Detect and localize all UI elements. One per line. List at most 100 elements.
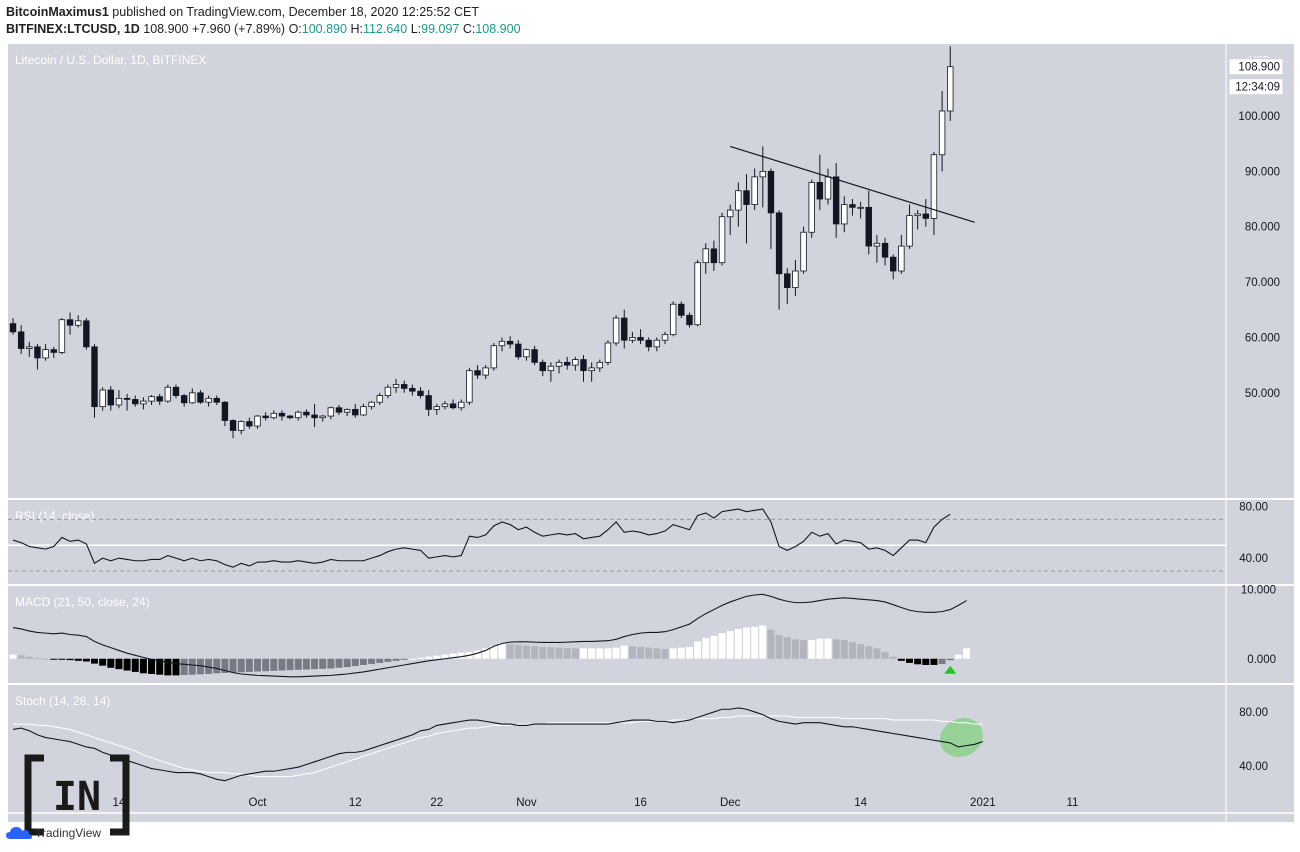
- candle-body[interactable]: [735, 190, 742, 211]
- candle-body[interactable]: [229, 420, 237, 431]
- candle-body[interactable]: [286, 415, 294, 419]
- candle-body[interactable]: [930, 154, 938, 219]
- candle-body[interactable]: [270, 412, 277, 419]
- candle-body[interactable]: [400, 384, 408, 389]
- candle-body[interactable]: [759, 170, 766, 178]
- candle-body[interactable]: [91, 346, 98, 408]
- candle-body[interactable]: [800, 231, 807, 272]
- candle-body[interactable]: [58, 319, 66, 353]
- candle-body[interactable]: [384, 386, 392, 396]
- candle-body[interactable]: [808, 182, 815, 233]
- candle-body[interactable]: [604, 342, 612, 363]
- candle-body[interactable]: [588, 367, 595, 372]
- candle-body[interactable]: [596, 361, 603, 369]
- candle-body[interactable]: [205, 397, 212, 403]
- candle-body[interactable]: [132, 399, 139, 405]
- candle-body[interactable]: [246, 421, 253, 427]
- candle-body[interactable]: [539, 361, 546, 372]
- candle-body[interactable]: [311, 414, 318, 419]
- candle-body[interactable]: [83, 320, 90, 348]
- candle-body[interactable]: [564, 361, 571, 366]
- candle-body[interactable]: [360, 406, 367, 416]
- candle-body[interactable]: [474, 370, 481, 376]
- author-name[interactable]: BitcoinMaximus1: [6, 5, 109, 19]
- candle-body[interactable]: [319, 415, 326, 419]
- candle-body[interactable]: [661, 334, 669, 341]
- candle-body[interactable]: [417, 390, 424, 396]
- candle-body[interactable]: [751, 176, 758, 205]
- candle-body[interactable]: [572, 359, 579, 366]
- candle-body[interactable]: [792, 270, 799, 289]
- candle-body[interactable]: [824, 176, 832, 200]
- candle-body[interactable]: [947, 66, 954, 112]
- descending-trendline[interactable]: [730, 145, 975, 223]
- candle-body[interactable]: [409, 387, 416, 392]
- candle-body[interactable]: [506, 340, 514, 345]
- candle-body[interactable]: [107, 389, 114, 406]
- candle-body[interactable]: [352, 409, 359, 416]
- candle-body[interactable]: [873, 242, 881, 247]
- candle-body[interactable]: [335, 407, 343, 413]
- candle-body[interactable]: [327, 407, 335, 417]
- candle-body[interactable]: [629, 337, 636, 341]
- candle-body[interactable]: [148, 396, 155, 402]
- candle-body[interactable]: [775, 212, 783, 275]
- candle-body[interactable]: [213, 397, 220, 403]
- rsi-line[interactable]: [12, 508, 951, 568]
- candle-body[interactable]: [515, 343, 522, 358]
- candle-body[interactable]: [865, 206, 872, 247]
- candle-body[interactable]: [392, 384, 400, 388]
- candle-body[interactable]: [881, 242, 889, 258]
- candle-body[interactable]: [637, 337, 644, 341]
- candle-body[interactable]: [669, 303, 677, 336]
- candle-body[interactable]: [898, 245, 905, 272]
- candle-body[interactable]: [376, 395, 383, 403]
- candle-body[interactable]: [262, 415, 269, 419]
- candle-body[interactable]: [890, 256, 897, 272]
- candle-body[interactable]: [906, 215, 913, 247]
- stoch-d-line[interactable]: [13, 715, 983, 778]
- candle-body[interactable]: [17, 331, 25, 349]
- candle-body[interactable]: [612, 317, 620, 344]
- candle-body[interactable]: [278, 412, 286, 417]
- candle-body[interactable]: [767, 170, 775, 214]
- candle-body[interactable]: [197, 392, 204, 403]
- candle-body[interactable]: [172, 386, 180, 396]
- candle-body[interactable]: [547, 365, 555, 372]
- candle-body[interactable]: [466, 370, 473, 403]
- candle-body[interactable]: [645, 339, 652, 348]
- candle-body[interactable]: [156, 396, 163, 402]
- candle-body[interactable]: [702, 248, 709, 264]
- candle-body[interactable]: [498, 340, 506, 347]
- candle-body[interactable]: [9, 323, 17, 333]
- candle-body[interactable]: [123, 397, 131, 400]
- candle-body[interactable]: [189, 392, 196, 404]
- candle-body[interactable]: [458, 401, 465, 409]
- candle-body[interactable]: [718, 216, 726, 264]
- candle-body[interactable]: [221, 401, 229, 421]
- candle-body[interactable]: [841, 204, 848, 225]
- candle-body[interactable]: [449, 403, 457, 409]
- candle-body[interactable]: [784, 273, 791, 289]
- candle-body[interactable]: [482, 367, 489, 376]
- candle-body[interactable]: [555, 361, 563, 367]
- candle-body[interactable]: [727, 209, 734, 218]
- macd-line[interactable]: [12, 593, 967, 678]
- candle-body[interactable]: [686, 314, 693, 326]
- candle-body[interactable]: [42, 349, 49, 359]
- candle-body[interactable]: [580, 359, 587, 372]
- candle-body[interactable]: [922, 213, 929, 219]
- candle-body[interactable]: [66, 319, 74, 326]
- candle-body[interactable]: [303, 411, 310, 416]
- candle-body[interactable]: [857, 206, 864, 209]
- candle-body[interactable]: [343, 409, 351, 413]
- candle-body[interactable]: [164, 386, 172, 402]
- stoch-k-line[interactable]: [12, 707, 984, 782]
- tradingview-brand[interactable]: TradingView: [6, 826, 101, 840]
- candle-body[interactable]: [621, 317, 628, 341]
- candle-body[interactable]: [26, 346, 33, 349]
- candle-body[interactable]: [531, 349, 538, 363]
- candle-body[interactable]: [490, 345, 498, 369]
- candle-body[interactable]: [653, 339, 661, 348]
